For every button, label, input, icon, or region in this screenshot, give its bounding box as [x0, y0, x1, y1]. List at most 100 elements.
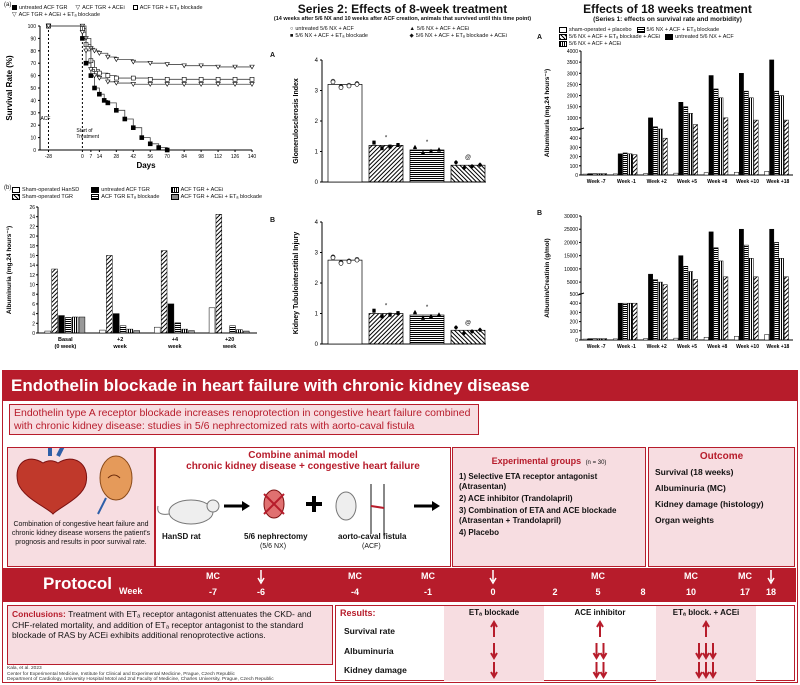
intro-text: Combination of congestive heart failure … [11, 521, 151, 546]
bar [769, 228, 775, 341]
y-axis-label: Kidney Tubulointerstitial Injury [293, 232, 300, 335]
data-point [147, 82, 153, 87]
data-point [79, 30, 86, 35]
bar [662, 137, 668, 176]
data-point [181, 82, 187, 87]
bar [657, 128, 663, 176]
outcome-box: Outcome Survival (18 weeks) Albuminuria … [648, 447, 795, 567]
bar [587, 338, 593, 341]
bar [602, 338, 608, 341]
groups-list: 1) Selective ETA receptor antagonist (At… [459, 472, 639, 538]
x-tick-label: +4 [172, 337, 179, 343]
bar [113, 313, 120, 334]
bar [627, 153, 633, 176]
data-point [354, 82, 360, 87]
bar [703, 336, 709, 341]
x-tick-label: Week +2 [647, 344, 667, 350]
bar [592, 173, 598, 176]
bar [592, 338, 598, 341]
bar [648, 273, 653, 341]
y-tick-label: 6 [32, 302, 35, 308]
figure-a-survival: (a) untreated ACF TGR ▽ ACF TGR + ACEi AC… [2, 2, 262, 180]
figure-b-legend: Sham-operated HanSD untreated ACF TGR AC… [12, 187, 262, 200]
data-point [91, 73, 98, 79]
bar [133, 330, 140, 334]
y-tick-label: 0 [575, 338, 578, 344]
results-arrows [490, 620, 717, 679]
data-point [181, 63, 187, 69]
data-point [198, 77, 204, 82]
bar [678, 255, 684, 341]
bar [653, 279, 658, 341]
legend-item: untreated ACF TGR [91, 187, 166, 193]
bar [723, 117, 729, 176]
bar [653, 126, 658, 176]
x-tick-label: week [112, 344, 127, 350]
significance-mark: @ [465, 320, 471, 326]
y-tick-label: 50 [30, 86, 36, 92]
x-tick-label: Week +2 [647, 179, 667, 185]
y-tick-label: 20 [29, 234, 35, 240]
bar [743, 90, 749, 176]
bar [229, 325, 236, 334]
y-tick-label: 0 [32, 331, 35, 337]
data-point [346, 83, 352, 89]
down-arrow-icon [695, 643, 703, 660]
data-point [478, 328, 482, 333]
bar [693, 279, 698, 341]
series-1-subtitle: (Series 1: effects on survival rate and … [593, 16, 742, 23]
bar [632, 154, 638, 176]
x-tick-label: +20 [225, 337, 234, 343]
bar [643, 338, 649, 341]
y-axis-label: Albumin/Creatinin (g/mol) [544, 238, 551, 317]
down-arrow-icon [489, 570, 497, 585]
legend-item: ACF TGR + ACEi [170, 187, 262, 193]
x-tick-label: 112 [214, 154, 222, 160]
y-tick-label: 20000 [564, 240, 578, 246]
data-point [164, 82, 170, 87]
bar [612, 338, 618, 341]
significance-mark: * [426, 305, 429, 311]
x-tick-label: -28 [45, 154, 52, 160]
result-col-acei: ACE inhibitor [550, 606, 650, 681]
bar [764, 171, 770, 176]
data-point [437, 313, 441, 317]
bar [627, 302, 633, 341]
y-tick-label: 4 [315, 220, 319, 226]
data-point [330, 255, 336, 261]
x-tick-label: Week +10 [736, 344, 759, 350]
bar [597, 173, 603, 176]
y-tick-label: 22 [29, 224, 35, 230]
data-point [113, 57, 120, 63]
down-arrow-icon [695, 662, 703, 679]
bar [662, 284, 668, 341]
data-point [198, 82, 204, 87]
result-col-title: ETₐ blockade [468, 608, 520, 617]
x-tick-label: 42 [130, 154, 136, 160]
y-tick-label: 20 [30, 123, 36, 129]
conclusions-label: Conclusions: [12, 609, 66, 619]
y-tick-label: 60 [30, 74, 36, 80]
y-tick-label: 300 [570, 310, 579, 316]
nephrectomy-sublabel: (5/6 NX) [260, 543, 287, 550]
data-point [105, 100, 111, 106]
data-point [478, 163, 482, 168]
bar [753, 119, 759, 176]
model-box: Combine animal model chronic kidney dise… [155, 447, 451, 567]
outcome-item: Survival (18 weeks) [655, 467, 734, 477]
bar [643, 173, 649, 176]
week-tick-label: -7 [209, 587, 217, 597]
bar [688, 271, 694, 341]
bar [713, 247, 719, 341]
bar [597, 338, 603, 341]
legend-item: Sham-operated HanSD [12, 187, 87, 193]
data-point [96, 75, 103, 81]
y-tick-label: 1500 [567, 105, 578, 111]
x-tick-label: 140 [248, 154, 257, 160]
mc-marker-label: MC [206, 571, 220, 581]
bar [450, 164, 486, 183]
data-point [92, 85, 97, 91]
mc-marker-label: MC [348, 571, 362, 581]
down-arrow-icon [767, 570, 775, 585]
bar [648, 117, 653, 176]
